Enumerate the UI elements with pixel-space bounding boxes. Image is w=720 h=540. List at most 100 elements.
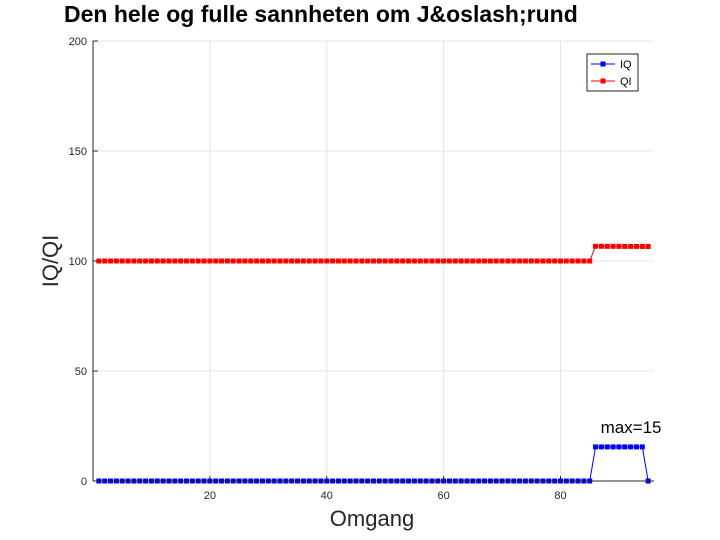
data-point-qi — [598, 243, 604, 249]
data-point-qi — [388, 258, 394, 264]
data-point-qi — [511, 258, 517, 264]
data-point-qi — [534, 258, 540, 264]
data-point-qi — [166, 258, 172, 264]
data-point-qi — [277, 258, 283, 264]
data-point-qi — [423, 258, 429, 264]
data-point-qi — [482, 258, 488, 264]
legend-label: QI — [620, 76, 632, 88]
data-point-qi — [645, 243, 651, 249]
data-point-qi — [102, 258, 108, 264]
x-tick-label: 60 — [438, 490, 450, 502]
data-point-qi — [464, 258, 470, 264]
data-point-qi — [160, 258, 166, 264]
data-point-qi — [265, 258, 271, 264]
legend-marker — [600, 61, 606, 67]
data-point-iq — [633, 444, 639, 450]
data-point-qi — [417, 258, 423, 264]
data-point-qi — [400, 258, 406, 264]
axes — [92, 40, 654, 482]
data-point-qi — [622, 243, 628, 249]
data-point-qi — [593, 243, 599, 249]
data-point-qi — [382, 258, 388, 264]
data-point-qi — [505, 258, 511, 264]
data-point-qi — [201, 258, 207, 264]
data-point-qi — [394, 258, 400, 264]
data-point-qi — [558, 258, 563, 264]
data-point-qi — [131, 258, 137, 264]
y-tick-label: 150 — [69, 146, 87, 158]
data-point-qi — [271, 258, 277, 264]
data-point-qi — [359, 258, 365, 264]
data-point-qi — [587, 258, 593, 264]
data-point-qi — [487, 258, 493, 264]
data-point-qi — [341, 258, 347, 264]
data-point-qi — [411, 258, 417, 264]
legend-label: IQ — [620, 59, 632, 71]
x-tick-label: 80 — [554, 490, 566, 502]
data-point-iq — [616, 444, 622, 450]
data-point-qi — [184, 258, 189, 264]
legend-marker — [600, 78, 606, 84]
data-point-qi — [552, 258, 558, 264]
data-point-iq — [610, 444, 616, 450]
data-point-qi — [446, 258, 452, 264]
data-point-iq — [622, 444, 628, 450]
data-point-qi — [353, 258, 359, 264]
data-point-qi — [283, 258, 289, 264]
data-point-qi — [312, 258, 318, 264]
chart-title: Den hele og fulle sannheten om J&oslash;… — [64, 1, 578, 27]
data-point-qi — [347, 258, 353, 264]
data-point-qi — [528, 258, 534, 264]
data-point-qi — [540, 258, 546, 264]
data-point-iq — [628, 444, 634, 450]
data-point-qi — [575, 258, 581, 264]
data-point-qi — [213, 258, 219, 264]
x-tick-label: 40 — [321, 490, 333, 502]
data-point-qi — [458, 258, 464, 264]
y-tick-label: 100 — [69, 256, 87, 268]
data-point-iq — [598, 444, 604, 450]
data-point-qi — [318, 258, 324, 264]
annotation-max: max=15 — [601, 418, 662, 437]
data-point-qi — [365, 258, 371, 264]
data-point-qi — [470, 258, 476, 264]
legend: IQ QI — [586, 53, 639, 92]
data-point-qi — [610, 243, 616, 249]
data-point-qi — [306, 258, 312, 264]
data-point-qi — [563, 258, 569, 264]
data-point-qi — [639, 243, 645, 249]
data-point-qi — [499, 258, 505, 264]
data-point-qi — [330, 258, 336, 264]
data-point-qi — [254, 258, 260, 264]
data-point-qi — [616, 243, 622, 249]
data-point-iq — [593, 444, 599, 450]
data-point-qi — [108, 258, 114, 264]
data-point-qi — [295, 258, 301, 264]
data-point-qi — [154, 258, 160, 264]
data-point-qi — [207, 258, 213, 264]
y-axis-label: IQ/QI — [38, 235, 63, 288]
data-point-qi — [546, 258, 552, 264]
data-point-qi — [119, 258, 125, 264]
legend-box — [586, 53, 639, 92]
data-point-qi — [628, 243, 634, 249]
data-point-qi — [242, 258, 248, 264]
data-point-qi — [435, 258, 441, 264]
data-point-qi — [452, 258, 458, 264]
data-point-qi — [219, 258, 225, 264]
data-point-qi — [236, 258, 242, 264]
data-point-qi — [248, 258, 254, 264]
data-point-qi — [96, 258, 102, 264]
data-point-qi — [569, 258, 575, 264]
data-point-qi — [195, 258, 201, 264]
x-axis-label: Omgang — [330, 506, 414, 531]
data-point-qi — [376, 258, 382, 264]
data-point-qi — [371, 258, 376, 264]
data-point-qi — [148, 258, 154, 264]
data-point-qi — [406, 258, 412, 264]
data-point-iq — [639, 444, 645, 450]
tick-labels: 20 40 60 80 0 50 100 150 200 — [69, 36, 567, 502]
data-point-qi — [493, 258, 499, 264]
data-point-qi — [125, 258, 131, 264]
data-point-qi — [143, 258, 149, 264]
